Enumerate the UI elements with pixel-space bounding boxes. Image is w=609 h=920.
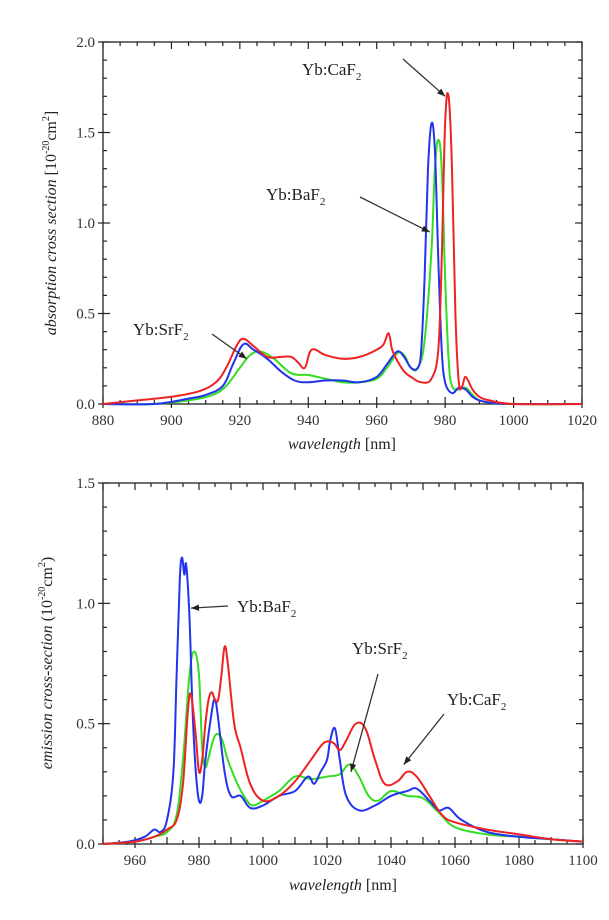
series-line-yb-baf2 (102, 556, 584, 845)
y-tick-label: 2.0 (76, 35, 95, 51)
arrow-head-icon (437, 88, 446, 97)
annotation-arrow (403, 713, 445, 765)
x-tick-label: 1020 (567, 413, 597, 429)
x-tick-label: 1000 (248, 853, 278, 869)
series-line-yb-baf2 (102, 121, 583, 406)
x-tick-label: 1040 (376, 853, 406, 869)
y-tick-label: 1.0 (76, 596, 95, 612)
annotation-label: Yb:CaF2 (302, 60, 361, 83)
annotation-label: Yb:BaF2 (266, 185, 325, 208)
y-tick-label: 0.0 (76, 397, 95, 413)
annotation-label: Yb:CaF2 (447, 690, 506, 713)
y-tick-label: 1.5 (76, 476, 95, 492)
arrow-head-icon (350, 763, 357, 772)
annotation-label: Yb:SrF2 (133, 320, 189, 343)
x-tick-label: 1020 (312, 853, 342, 869)
y-ticks: 0.0 0.5 1.0 1.5 (76, 476, 583, 853)
x-tick-label: 880 (92, 413, 115, 429)
y-tick-label: 1.0 (76, 216, 95, 232)
series-line-yb-caf2 (102, 91, 583, 406)
x-axis-title: wavelength [nm] (289, 877, 397, 894)
annotation-label: Yb:BaF2 (237, 597, 296, 620)
annotations: Yb:CaF2 Yb:BaF2 Yb:SrF2 (133, 58, 446, 360)
x-tick-label: 1000 (499, 413, 529, 429)
absorption-chart: 880 900 920 940 960 980 1000 1020 0.0 0.5 1.0 1.5 2… (41, 35, 597, 453)
x-ticks: 960 980 1000 1020 1040 1060 1080 1100 (102, 483, 598, 869)
arrow-head-icon (421, 225, 430, 233)
y-tick-label: 0.5 (76, 307, 95, 323)
plot-frame (102, 482, 584, 845)
y-axis-title: emission cross-section (10-20cm2) (37, 557, 56, 769)
series-group (102, 91, 583, 406)
x-tick-label: 900 (160, 413, 183, 429)
x-tick-label: 980 (188, 853, 211, 869)
annotation-arrow (359, 196, 431, 233)
x-tick-label: 980 (434, 413, 457, 429)
annotations: Yb:BaF2 Yb:SrF2 Yb:CaF2 (190, 597, 506, 772)
annotation-label: Yb:SrF2 (352, 639, 408, 662)
x-tick-label: 1100 (568, 853, 597, 869)
series-group (102, 556, 584, 845)
y-axis-title: absorption cross section [10-20cm2] (41, 111, 60, 335)
y-tick-label: 1.5 (76, 126, 95, 142)
x-tick-label: 920 (229, 413, 252, 429)
emission-chart: 960 980 1000 1020 1040 1060 1080 1100 0.0 0.5 1.0… (37, 476, 598, 894)
y-ticks: 0.0 0.5 1.0 1.5 2.0 (76, 35, 582, 413)
x-tick-label: 960 (365, 413, 388, 429)
arrow-head-icon (403, 756, 412, 765)
y-axis-unit: [10 (43, 154, 60, 175)
plot-frame (102, 41, 583, 405)
annotation-arrow (402, 58, 446, 97)
x-ticks: 880 900 920 940 960 980 1000 1020 (92, 42, 597, 429)
arrow-head-icon (238, 351, 247, 359)
x-tick-label: 960 (124, 853, 147, 869)
series-line-yb-caf2 (102, 645, 584, 845)
x-tick-label: 1080 (504, 853, 534, 869)
x-tick-label: 940 (297, 413, 320, 429)
x-axis-title: wavelength [nm] (288, 436, 396, 453)
arrow-head-icon (191, 604, 200, 611)
x-tick-label: 1060 (440, 853, 470, 869)
series-line-yb-srf2 (102, 138, 583, 406)
annotation-arrow (350, 673, 379, 772)
y-tick-label: 0.5 (76, 717, 95, 733)
y-tick-label: 0.0 (76, 837, 95, 853)
